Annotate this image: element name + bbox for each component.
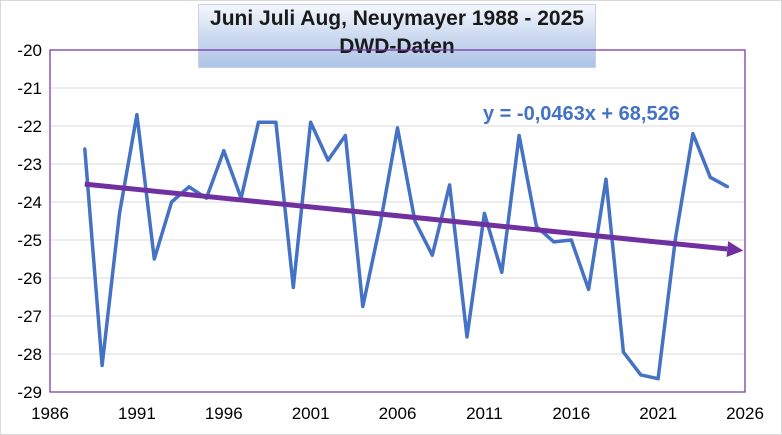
x-tick-label: 2026 bbox=[726, 404, 764, 423]
y-tick-label: -21 bbox=[17, 79, 42, 98]
data-point bbox=[587, 287, 591, 291]
trendline-equation: y = -0,0463x + 68,526 bbox=[483, 103, 680, 125]
y-tick-label: -26 bbox=[17, 269, 42, 288]
data-point bbox=[552, 240, 556, 244]
data-point bbox=[674, 236, 677, 240]
data-point bbox=[482, 211, 486, 215]
x-tick-label: 1986 bbox=[31, 404, 69, 423]
data-point bbox=[361, 305, 365, 308]
data-point bbox=[691, 132, 695, 136]
y-tick-label: -29 bbox=[17, 383, 42, 402]
x-tick-label: 2021 bbox=[639, 404, 677, 423]
x-tick-label: 1991 bbox=[118, 404, 156, 423]
trendline bbox=[84, 181, 728, 252]
data-point bbox=[656, 377, 660, 381]
x-tick-label: 2011 bbox=[466, 404, 503, 423]
temperature-series-line bbox=[83, 112, 729, 381]
data-point bbox=[291, 286, 295, 289]
chart-title-box: Juni Juli Aug, Neuymayer 1988 - 2025 DWD… bbox=[198, 4, 596, 68]
data-point bbox=[500, 270, 504, 274]
data-point bbox=[135, 113, 139, 117]
x-tick-label: 2006 bbox=[379, 404, 417, 423]
data-point bbox=[639, 373, 643, 377]
data-point bbox=[170, 200, 174, 204]
y-tick-label: -28 bbox=[17, 345, 42, 364]
plot-area-border bbox=[49, 49, 746, 393]
data-point bbox=[83, 147, 87, 151]
chart-title: Juni Juli Aug, Neuymayer 1988 - 2025 bbox=[210, 7, 584, 30]
data-point bbox=[430, 253, 434, 257]
x-tick-label: 2001 bbox=[292, 404, 330, 423]
y-tick-label: -20 bbox=[17, 41, 42, 60]
data-point bbox=[222, 149, 226, 153]
data-point bbox=[326, 158, 330, 162]
x-tick-label: 1996 bbox=[205, 404, 243, 423]
data-point bbox=[621, 350, 625, 354]
trendline-arrowhead bbox=[726, 241, 744, 257]
y-tick-label: -23 bbox=[17, 155, 42, 174]
data-point bbox=[100, 363, 104, 367]
y-tick-label: -25 bbox=[17, 231, 42, 250]
data-point bbox=[708, 175, 712, 179]
data-point bbox=[309, 120, 313, 124]
y-tick-label: -22 bbox=[17, 117, 42, 136]
data-point bbox=[604, 177, 608, 181]
y-tick-label: -27 bbox=[17, 307, 42, 326]
data-point bbox=[118, 211, 121, 215]
data-point bbox=[448, 183, 452, 187]
data-point bbox=[152, 257, 156, 261]
data-point bbox=[343, 134, 347, 137]
data-point bbox=[257, 120, 260, 124]
data-point bbox=[569, 238, 573, 242]
data-point bbox=[413, 219, 417, 223]
data-point bbox=[274, 120, 278, 124]
data-point bbox=[378, 223, 382, 227]
data-point bbox=[465, 335, 469, 339]
chart-subtitle: DWD-Daten bbox=[339, 35, 455, 58]
data-point bbox=[396, 126, 399, 130]
data-point bbox=[187, 185, 191, 189]
y-tick-label: -24 bbox=[17, 193, 42, 212]
data-point bbox=[517, 134, 521, 137]
x-tick-label: 2016 bbox=[552, 404, 590, 423]
data-point bbox=[726, 185, 730, 189]
